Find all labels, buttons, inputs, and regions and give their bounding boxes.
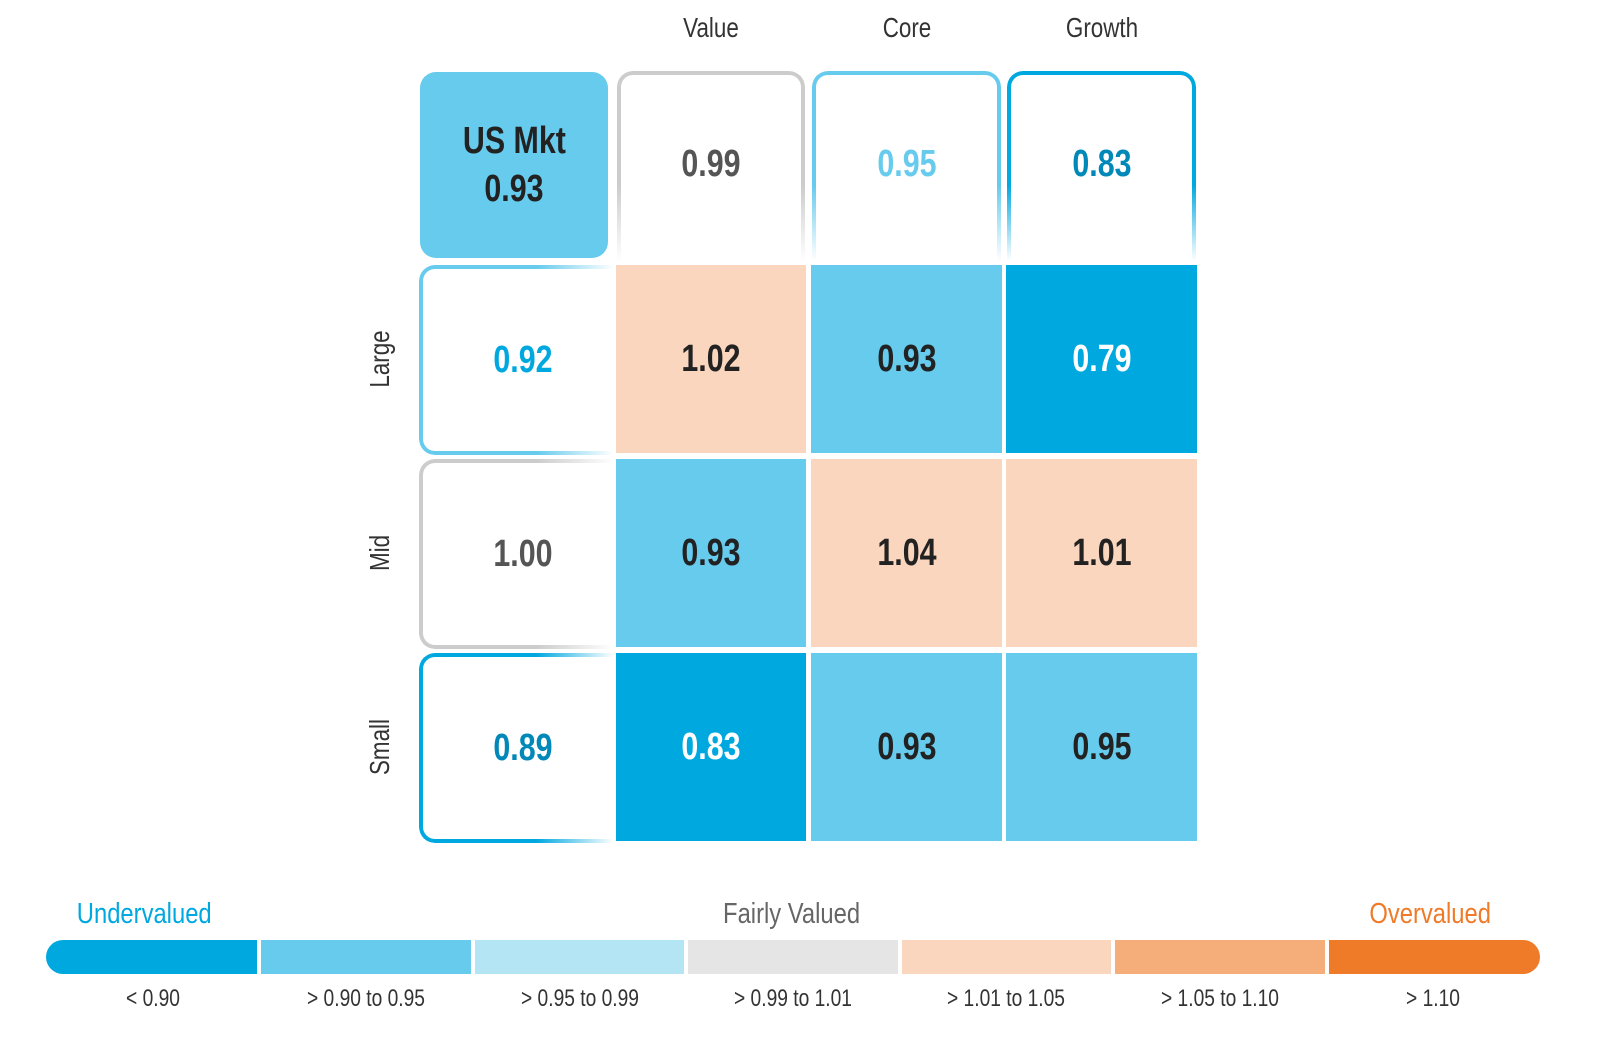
heatmap-cell: 0.83 — [616, 653, 806, 841]
heatmap-cell: 0.79 — [1006, 265, 1197, 453]
market-label: US Mkt — [462, 120, 566, 162]
column-total-cell: 0.95 — [812, 71, 1001, 261]
column-header: Core — [882, 12, 931, 43]
legend-bin-label: > 1.05 to 1.10 — [1160, 985, 1279, 1012]
column-total-cell: 0.83 — [1007, 71, 1196, 261]
heatmap-cell: 0.93 — [811, 265, 1002, 453]
legend-swatch — [261, 940, 471, 974]
heatmap-value: 0.79 — [1071, 338, 1132, 380]
heatmap-cell: 0.93 — [616, 459, 806, 647]
heatmap-value: 1.01 — [1071, 532, 1132, 574]
legend-fairly-valued: Fairly Valued — [723, 898, 861, 930]
row-label: Small — [364, 719, 395, 776]
column-header: Growth — [1065, 12, 1138, 43]
legend-swatch — [1115, 940, 1325, 974]
column-total-value: 0.99 — [681, 143, 741, 185]
row-total-cell: 0.92 — [419, 265, 614, 455]
heatmap-cell: 0.95 — [1006, 653, 1197, 841]
row-label: Large — [364, 330, 395, 388]
heatmap-value: 0.93 — [681, 532, 741, 574]
legend-bin-label: > 1.10 — [1406, 985, 1461, 1012]
heatmap-cell: 1.01 — [1006, 459, 1197, 647]
legend-swatch — [901, 940, 1112, 974]
heatmap-cell: 1.04 — [811, 459, 1002, 647]
heatmap-value: 0.93 — [876, 338, 937, 380]
market-cell: US Mkt 0.93 — [420, 72, 608, 258]
heatmap-value: 0.83 — [681, 726, 741, 768]
market-value: 0.93 — [484, 168, 544, 210]
column-total-value: 0.95 — [876, 143, 937, 185]
column-total-border — [617, 71, 805, 261]
legend-bin-label: < 0.90 — [125, 985, 180, 1012]
legend-swatch — [474, 940, 685, 974]
legend-bin-label: > 0.95 to 0.99 — [520, 985, 639, 1012]
row-total-cell: 0.89 — [419, 653, 614, 843]
row-total-border — [419, 459, 614, 649]
column-header: Value — [683, 12, 739, 43]
legend-bin-label: > 1.01 to 1.05 — [947, 985, 1066, 1012]
column-total-border — [812, 71, 1001, 261]
row-total-value: 1.00 — [492, 533, 553, 575]
row-total-value: 0.92 — [492, 339, 553, 381]
row-label: Mid — [364, 534, 395, 572]
legend-swatch — [46, 940, 258, 974]
legend-swatch — [1328, 940, 1540, 974]
row-total-cell: 1.00 — [419, 459, 614, 649]
column-total-cell: 0.99 — [617, 71, 805, 261]
row-total-border — [419, 265, 614, 455]
legend-bin-label: > 0.99 to 1.01 — [734, 985, 852, 1012]
heatmap-value: 0.95 — [1071, 726, 1132, 768]
legend-swatch — [688, 940, 898, 974]
row-total-border — [419, 653, 614, 843]
column-total-value: 0.83 — [1071, 143, 1132, 185]
row-total-value: 0.89 — [492, 727, 553, 769]
legend-undervalued: Undervalued — [76, 898, 212, 930]
heatmap-value: 1.02 — [681, 338, 741, 380]
column-total-border — [1007, 71, 1196, 261]
heatmap-cell: 0.93 — [811, 653, 1002, 841]
legend-bin-label: > 0.90 to 0.95 — [307, 985, 426, 1012]
legend-overvalued: Overvalued — [1369, 898, 1491, 930]
heatmap-value: 0.93 — [876, 726, 937, 768]
heatmap-value: 1.04 — [876, 532, 937, 574]
heatmap-cell: 1.02 — [616, 265, 806, 453]
